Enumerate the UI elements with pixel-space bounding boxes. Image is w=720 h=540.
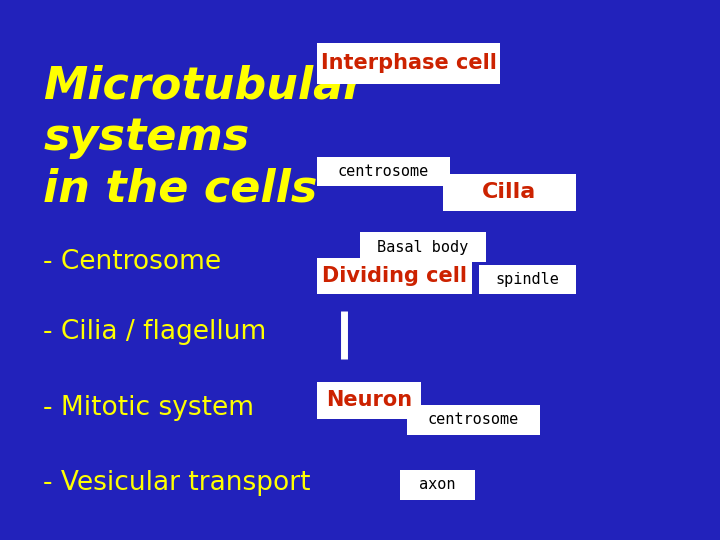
FancyBboxPatch shape — [407, 405, 540, 435]
Text: centrosome: centrosome — [338, 164, 429, 179]
Text: - Vesicular transport: - Vesicular transport — [43, 470, 311, 496]
Text: Neuron: Neuron — [326, 390, 412, 410]
FancyBboxPatch shape — [360, 232, 486, 262]
Text: axon: axon — [419, 477, 456, 492]
FancyBboxPatch shape — [317, 382, 421, 418]
Text: Cilla: Cilla — [482, 182, 536, 202]
Text: Microtubular
systems
in the cells: Microtubular systems in the cells — [43, 65, 365, 211]
FancyBboxPatch shape — [317, 43, 500, 84]
Text: spindle: spindle — [495, 272, 559, 287]
Text: Basal body: Basal body — [377, 240, 469, 254]
FancyBboxPatch shape — [443, 174, 576, 211]
Text: Dividing cell: Dividing cell — [322, 266, 467, 286]
FancyBboxPatch shape — [317, 258, 472, 294]
Text: - Mitotic system: - Mitotic system — [43, 395, 254, 421]
Text: - Cilia / flagellum: - Cilia / flagellum — [43, 319, 266, 345]
FancyBboxPatch shape — [479, 265, 576, 294]
Text: - Centrosome: - Centrosome — [43, 249, 221, 275]
FancyBboxPatch shape — [400, 470, 475, 500]
Text: centrosome: centrosome — [428, 413, 519, 427]
FancyBboxPatch shape — [317, 157, 450, 186]
Text: Interphase cell: Interphase cell — [320, 53, 497, 73]
